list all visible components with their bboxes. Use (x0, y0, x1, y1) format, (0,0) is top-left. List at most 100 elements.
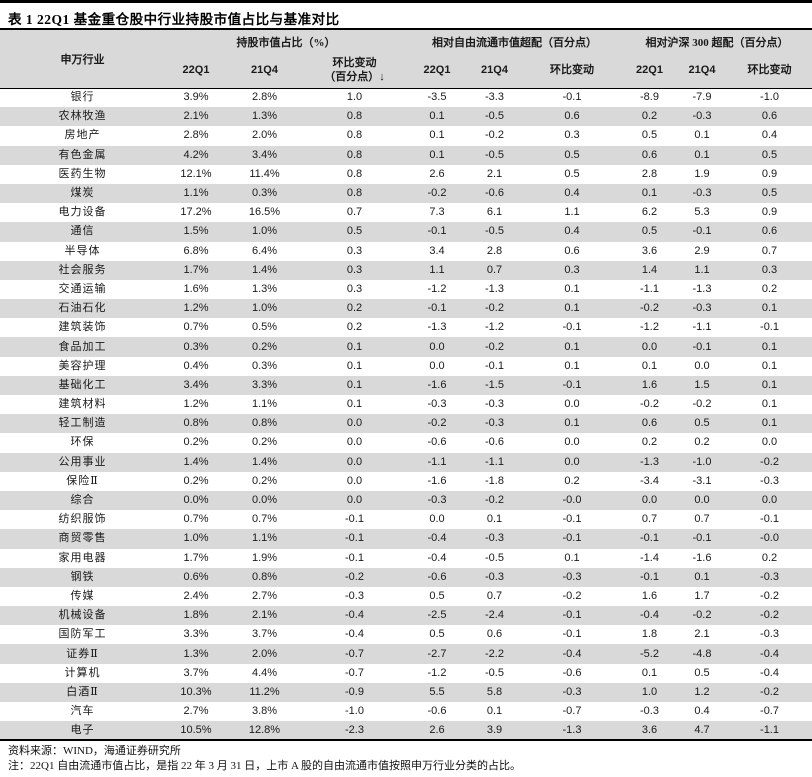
industry-name: 银行 (70, 91, 95, 104)
value-cell: 0.8% (165, 414, 227, 434)
table-row: 社会服务 1.7% 1.4% 0.3 1.1 0.7 0.3 1.4 1.1 0.3 (0, 260, 812, 280)
value-cell: 0.6% (165, 567, 227, 587)
industry-name: 白酒Ⅱ (0, 682, 165, 702)
table-row: 计算机 3.7% 4.4% -0.7 -1.2 -0.5 -0.6 0.1 0.5 -0.4 (0, 664, 812, 683)
value-cell: 0.0 (346, 436, 363, 449)
value-cell: 2.0% (251, 129, 278, 142)
value-cell: -0.3 (467, 414, 522, 434)
value-cell: -1.3 (622, 452, 677, 472)
industry-name: 基础化工 (0, 375, 165, 395)
column-header: 21Q4 (227, 54, 302, 89)
value-cell: 1.4% (165, 452, 227, 472)
value-cell: 0.3 (727, 260, 812, 280)
value-cell: 0.6 (727, 107, 812, 127)
value-cell: -1.4 (640, 551, 659, 564)
value-cell: 3.6 (622, 721, 677, 742)
value-cell: -1.1 (407, 452, 467, 472)
value-cell: 6.8% (183, 244, 209, 257)
value-cell: -0.3 (522, 567, 622, 587)
value-cell: -0.0 (727, 529, 812, 549)
value-cell: 0.5 (302, 222, 407, 242)
value-cell: -0.2 (692, 398, 712, 411)
value-cell: 0.6 (622, 414, 677, 434)
industry-name: 建筑装饰 (58, 321, 107, 334)
value-cell: 7.3 (429, 206, 445, 219)
value-cell: -0.1 (760, 513, 779, 526)
value-cell: 0.0 (564, 398, 580, 411)
table-row: 汽车 2.7% 3.8% -1.0 -0.6 0.1 -0.7 -0.3 0.4 -0.7 (0, 702, 812, 721)
value-cell: 0.2% (183, 474, 209, 487)
column-header: 环比变动 (727, 54, 812, 89)
value-cell: 5.3 (694, 206, 710, 219)
value-cell: -0.1 (562, 628, 582, 641)
industry-name: 房地产 (64, 129, 101, 142)
value-cell: -0.2 (467, 299, 522, 319)
table-row: 轻工制造 0.8% 0.8% 0.0 -0.2 -0.3 0.1 0.6 0.5 0.1 (0, 414, 812, 434)
value-cell: 0.0 (302, 452, 407, 472)
table-row: 家用电器 1.7% 1.9% -0.1 -0.4 -0.5 0.1 -1.4 -1.6 0.2 (0, 549, 812, 568)
column-header: 22Q1 (165, 54, 227, 89)
value-cell: 1.8 (641, 628, 658, 641)
value-cell: -0.2 (727, 452, 812, 472)
value-cell: 0.5 (622, 222, 677, 242)
value-cell: 0.1 (694, 129, 710, 142)
value-cell: 1.9 (694, 167, 710, 180)
value-cell: 4.2% (165, 145, 227, 165)
value-cell: 0.2% (251, 474, 278, 487)
value-cell: -0.1 (622, 529, 677, 549)
value-cell: -0.2 (727, 682, 812, 702)
industry-name: 综合 (0, 490, 165, 511)
table-row: 商贸零售 1.0% 1.1% -0.1 -0.4 -0.3 -0.1 -0.1 -0.1 -0.0 (0, 529, 812, 549)
value-cell: -0.2 (467, 490, 522, 511)
value-cell: -0.1 (522, 606, 622, 626)
value-cell: -0.1 (562, 513, 582, 526)
value-cell: 1.4% (227, 452, 302, 472)
table-row: 银行 3.9% 2.8% 1.0 -3.5 -3.3 -0.1 -8.9 -7.9 -1.0 (0, 88, 812, 107)
value-cell: 12.8% (227, 721, 302, 742)
value-cell: -1.0 (677, 452, 727, 472)
value-cell: 0.1 (522, 299, 622, 319)
value-cell: 0.1 (677, 145, 727, 165)
definition-note: 注：22Q1 自由流通市值占比，是指 22 年 3 月 31 日，上市 A 股的… (8, 760, 522, 773)
value-cell: 0.4% (183, 359, 209, 372)
value-cell: 3.3% (227, 375, 302, 395)
value-cell: 11.2% (227, 682, 302, 702)
value-cell: 1.3% (165, 644, 227, 664)
table-row: 电子 10.5% 12.8% -2.3 2.6 3.9 -1.3 3.6 4.7 -1.1 (0, 721, 812, 742)
value-cell: -0.1 (677, 337, 727, 357)
value-cell: 3.4 (429, 244, 445, 257)
value-cell: -0.3 (467, 567, 522, 587)
industry-name: 美容护理 (58, 359, 107, 372)
value-cell: -0.6 (407, 567, 467, 587)
value-cell: -0.2 (302, 567, 407, 587)
value-cell: -0.3 (640, 705, 659, 718)
value-cell: -1.2 (427, 666, 447, 679)
value-cell: 0.1 (727, 299, 812, 319)
value-cell: 4.7 (677, 721, 727, 742)
value-cell: 0.4 (522, 222, 622, 242)
value-cell: -2.5 (407, 606, 467, 626)
table-row: 食品加工 0.3% 0.2% 0.1 0.0 -0.2 0.1 0.0 -0.1 0.1 (0, 337, 812, 357)
value-cell: 0.4 (522, 183, 622, 204)
value-cell: 0.7% (183, 321, 209, 334)
value-cell: -1.3 (692, 282, 712, 295)
value-cell: 0.4 (694, 705, 710, 718)
value-cell: -2.4 (467, 606, 522, 626)
value-cell: 0.7 (346, 206, 363, 219)
value-cell: -0.1 (522, 529, 622, 549)
table-row: 房地产 2.8% 2.0% 0.8 0.1 -0.2 0.3 0.5 0.1 0.4 (0, 126, 812, 145)
value-cell: 3.7% (251, 628, 278, 641)
value-cell: 0.0 (727, 490, 812, 511)
value-cell: 0.2% (183, 436, 209, 449)
value-cell: -0.1 (622, 567, 677, 587)
value-cell: 1.7% (165, 260, 227, 280)
value-cell: 1.9% (251, 551, 278, 564)
table-row: 传媒 2.4% 2.7% -0.3 0.5 0.7 -0.2 1.6 1.7 -0.2 (0, 587, 812, 606)
value-cell: 0.5 (694, 666, 710, 679)
value-cell: 0.3 (302, 260, 407, 280)
value-cell: 6.2 (641, 206, 658, 219)
column-header: 22Q1 (407, 54, 467, 89)
value-cell: -3.1 (692, 474, 712, 487)
value-cell: 2.7% (183, 705, 209, 718)
industry-name: 机械设备 (0, 606, 165, 626)
